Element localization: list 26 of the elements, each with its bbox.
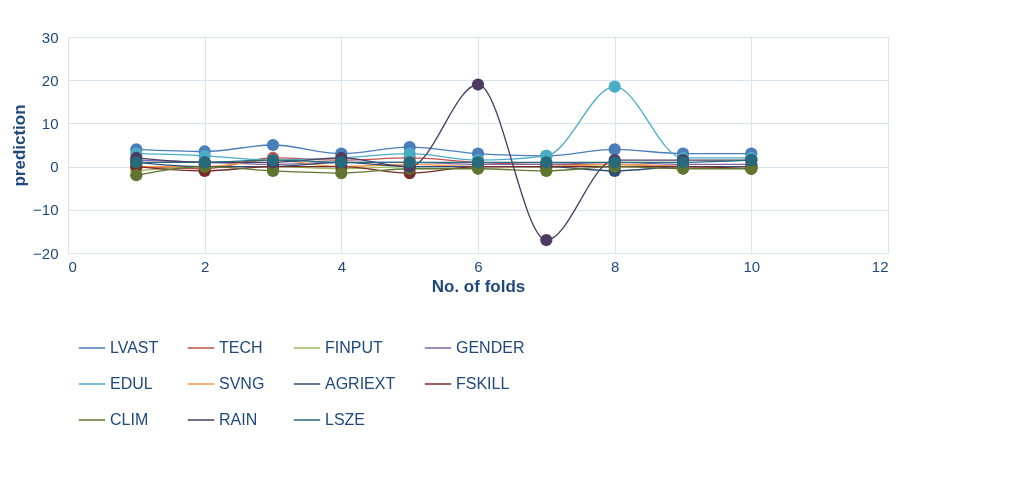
y-tick-label: 0 — [50, 158, 59, 176]
legend-label: CLIM — [110, 411, 149, 428]
x-axis-title: No. of folds — [431, 276, 526, 296]
legend-label: RAIN — [219, 411, 258, 428]
y-tick-label: −20 — [33, 244, 59, 262]
legend-label: LVAST — [110, 339, 159, 356]
legend-label: GENDER — [456, 339, 525, 356]
y-tick-label: −10 — [33, 201, 59, 219]
x-tick-label: 12 — [871, 257, 889, 275]
x-tick-label: 6 — [474, 257, 483, 275]
y-tick-label: 30 — [41, 28, 59, 46]
legend-label: FSKILL — [456, 375, 510, 392]
y-tick-label: 10 — [41, 114, 59, 132]
y-axis-title: prediction — [10, 104, 30, 187]
legend-label: AGRIEXT — [325, 375, 396, 392]
x-tick-label: 10 — [743, 257, 761, 275]
x-tick-label: 4 — [337, 257, 347, 275]
legend-label: FINPUT — [325, 339, 383, 356]
legend-label: LSZE — [325, 411, 366, 428]
x-tick-label: 8 — [610, 257, 620, 275]
y-tick-label: 20 — [41, 71, 59, 89]
legend-label: EDUL — [110, 375, 153, 392]
x-tick-label: 2 — [200, 257, 210, 275]
x-tick-label: 0 — [68, 257, 77, 275]
legend-label: TECH — [219, 339, 263, 356]
legend-label: SVNG — [219, 375, 265, 392]
